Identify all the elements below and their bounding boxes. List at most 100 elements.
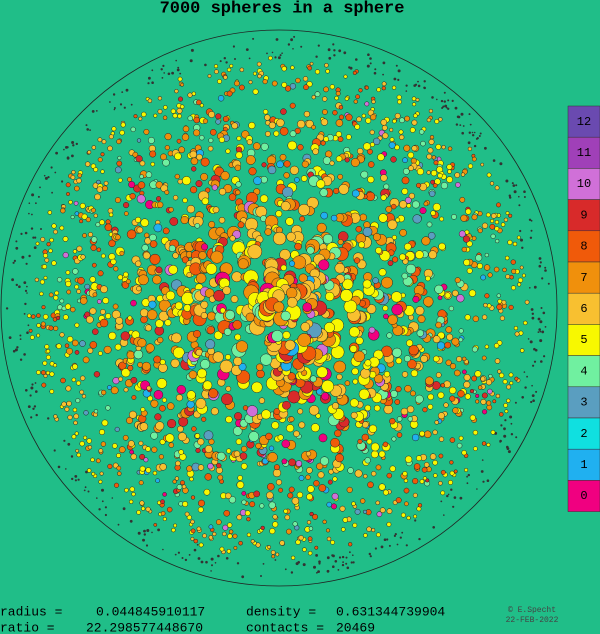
- dot: [441, 107, 444, 109]
- sphere: [343, 74, 348, 79]
- sphere: [114, 343, 122, 351]
- sphere: [196, 153, 203, 161]
- sphere: [469, 388, 475, 394]
- sphere: [165, 290, 176, 301]
- sphere: [383, 371, 391, 378]
- sphere: [53, 229, 58, 235]
- sphere: [173, 523, 178, 528]
- sphere: [145, 324, 152, 332]
- sphere: [48, 325, 54, 331]
- sphere: [102, 297, 110, 304]
- sphere: [334, 95, 339, 101]
- dot: [504, 419, 507, 422]
- sphere: [389, 465, 396, 472]
- sphere: [519, 265, 524, 270]
- sphere: [108, 331, 117, 340]
- sphere: [48, 292, 54, 298]
- dot: [189, 59, 193, 63]
- sphere: [358, 241, 365, 249]
- sphere: [516, 235, 521, 240]
- dot: [287, 43, 291, 46]
- sphere: [252, 71, 257, 76]
- dot: [395, 64, 398, 67]
- sphere: [100, 152, 105, 157]
- dot: [531, 316, 535, 320]
- sphere: [433, 355, 440, 363]
- sphere: [503, 217, 509, 222]
- sphere: [198, 542, 204, 548]
- sphere: [168, 442, 175, 448]
- sphere: [334, 262, 346, 274]
- sphere: [496, 202, 501, 208]
- sphere: [76, 452, 81, 458]
- sphere: [62, 314, 69, 321]
- sphere: [212, 531, 217, 537]
- dot: [521, 396, 524, 399]
- sphere: [44, 257, 50, 263]
- sphere: [67, 414, 73, 420]
- dot: [499, 162, 503, 166]
- sphere: [523, 320, 528, 326]
- dot: [388, 544, 391, 547]
- dot: [34, 382, 37, 384]
- sphere: [338, 114, 345, 120]
- sphere: [371, 528, 376, 533]
- sphere: [48, 248, 53, 254]
- sphere: [70, 175, 76, 180]
- sphere: [72, 268, 79, 275]
- sphere: [217, 78, 222, 84]
- sphere: [248, 80, 253, 85]
- sphere: [84, 283, 91, 290]
- dot: [248, 57, 251, 60]
- sphere: [394, 399, 401, 405]
- sphere: [164, 133, 172, 141]
- dot: [473, 131, 476, 134]
- dot: [468, 131, 471, 134]
- sphere: [175, 460, 181, 467]
- sphere: [307, 485, 315, 493]
- sphere: [150, 399, 159, 408]
- dot: [535, 390, 538, 393]
- sphere: [146, 385, 152, 391]
- sphere: [412, 214, 422, 224]
- dot: [531, 384, 533, 387]
- sphere: [130, 126, 136, 133]
- dot: [167, 72, 171, 76]
- dot: [466, 475, 468, 478]
- sphere: [130, 376, 138, 384]
- sphere: [164, 145, 170, 151]
- sphere: [29, 335, 35, 340]
- sphere: [506, 398, 511, 403]
- sphere: [519, 348, 525, 353]
- sphere: [503, 403, 508, 408]
- sphere: [155, 266, 163, 274]
- sphere: [273, 130, 280, 137]
- sphere: [357, 148, 364, 155]
- sphere: [357, 438, 363, 445]
- dot: [530, 229, 533, 232]
- dot: [147, 82, 150, 85]
- sphere: [73, 200, 79, 206]
- sphere: [427, 232, 436, 240]
- sphere: [495, 238, 500, 244]
- sphere: [312, 148, 319, 155]
- sphere: [325, 528, 331, 533]
- sphere: [51, 260, 57, 266]
- dot: [467, 141, 471, 145]
- sphere: [237, 221, 245, 229]
- sphere: [333, 360, 346, 374]
- sphere: [156, 196, 162, 202]
- dot: [16, 346, 19, 349]
- dot: [509, 415, 513, 419]
- dot: [480, 470, 484, 473]
- sphere: [76, 178, 82, 184]
- sphere: [372, 137, 381, 146]
- dot: [145, 544, 149, 547]
- sphere: [79, 389, 85, 395]
- sphere: [113, 482, 120, 488]
- sphere: [107, 384, 112, 390]
- sphere: [313, 480, 320, 487]
- sphere: [141, 506, 146, 511]
- sphere: [399, 253, 406, 261]
